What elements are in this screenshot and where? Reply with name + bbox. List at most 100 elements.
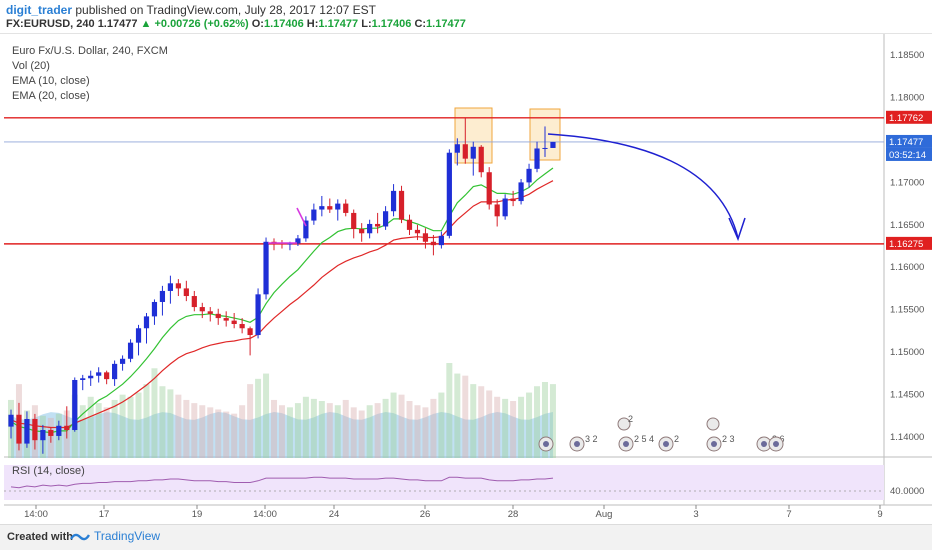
volume-bar bbox=[334, 405, 341, 458]
time-tick-label: 14:00 bbox=[24, 509, 48, 520]
publish-info: published on TradingView.com, July 28, 2… bbox=[72, 3, 376, 17]
created-with: Created with bbox=[7, 531, 74, 543]
volume-bar bbox=[382, 398, 389, 458]
volume-bar bbox=[541, 382, 548, 458]
volume-bar bbox=[398, 394, 405, 458]
candle-body bbox=[462, 144, 468, 159]
header-bar: digit_trader published on TradingView.co… bbox=[0, 0, 932, 34]
time-tick-label: 7 bbox=[786, 509, 791, 520]
volume-bar bbox=[103, 407, 110, 458]
volume-bar bbox=[127, 396, 134, 458]
tradingview-link[interactable]: TradingView bbox=[94, 529, 161, 543]
volume-bar bbox=[302, 396, 309, 458]
candle-body bbox=[119, 358, 126, 364]
open-value: 1.17406 bbox=[263, 18, 304, 30]
volume-bar bbox=[318, 401, 325, 458]
volume-bar bbox=[175, 394, 182, 458]
candle-body bbox=[48, 430, 54, 436]
candle-body bbox=[56, 425, 62, 436]
volume-bar bbox=[143, 384, 150, 458]
legend-vol: Vol (20) bbox=[12, 60, 50, 72]
price-tick-label: 1.16500 bbox=[890, 220, 924, 231]
event-icon-core bbox=[773, 441, 779, 447]
volume-bar bbox=[326, 403, 333, 458]
candle-body bbox=[96, 372, 102, 376]
volume-bar bbox=[255, 378, 262, 458]
volume-bar bbox=[294, 403, 301, 458]
volume-bar bbox=[502, 398, 509, 458]
volume-bar bbox=[366, 405, 373, 458]
time-tick-label: 28 bbox=[508, 509, 519, 520]
event-icon-core bbox=[574, 441, 580, 447]
time-tick-label: 17 bbox=[99, 509, 110, 520]
volume-bar bbox=[342, 399, 349, 458]
volume-bar bbox=[518, 396, 525, 458]
candle-body bbox=[287, 243, 293, 245]
volume-bar bbox=[95, 403, 102, 458]
support-tag: 1.16275 bbox=[889, 239, 923, 250]
candle-body bbox=[231, 320, 237, 325]
time-tick-label: 3 bbox=[693, 509, 698, 520]
volume-bar bbox=[549, 384, 556, 458]
candle-body bbox=[295, 238, 301, 244]
candle-body bbox=[446, 152, 452, 236]
candle-body bbox=[72, 379, 78, 431]
candle-body bbox=[550, 141, 556, 148]
candle-body bbox=[247, 328, 253, 336]
volume-bar bbox=[534, 386, 541, 458]
low-value: 1.17406 bbox=[371, 18, 412, 30]
volume-bar bbox=[374, 403, 381, 458]
ema20-line bbox=[10, 180, 554, 429]
event-icon-core bbox=[543, 441, 549, 447]
volume-bar bbox=[263, 373, 270, 458]
author-link[interactable]: digit_trader bbox=[6, 3, 73, 17]
volume-bar bbox=[183, 399, 190, 458]
candle-body bbox=[135, 328, 142, 343]
candle-body bbox=[24, 418, 30, 444]
candle-body bbox=[486, 172, 492, 205]
resistance-tag: 1.17762 bbox=[889, 113, 923, 124]
candle-body bbox=[16, 414, 22, 444]
candle-body bbox=[8, 414, 14, 427]
candle-body bbox=[359, 229, 365, 234]
candle-body bbox=[183, 288, 189, 297]
candle-body bbox=[526, 168, 532, 183]
candle-body bbox=[502, 198, 508, 217]
event-count: 3 2 bbox=[585, 434, 598, 444]
candle-body bbox=[64, 425, 70, 431]
footer-bar: Created with TradingView bbox=[0, 524, 932, 550]
change-value: +0.00726 (+0.62%) bbox=[154, 18, 249, 30]
price-tick-label: 1.17000 bbox=[890, 177, 924, 188]
candle-body bbox=[159, 290, 166, 302]
volume-bar bbox=[223, 411, 230, 458]
candle-body bbox=[80, 378, 86, 380]
price-chart[interactable]: 1.185001.180001.175001.170001.165001.160… bbox=[0, 0, 932, 524]
candle-body bbox=[175, 283, 181, 289]
candle-body bbox=[199, 307, 205, 312]
event-count: 2 bbox=[674, 434, 679, 444]
rsi-legend: RSI (14, close) bbox=[12, 465, 85, 477]
candle-body bbox=[494, 204, 500, 217]
candle-body bbox=[534, 148, 540, 169]
volume-bar bbox=[271, 399, 278, 458]
candle-body bbox=[167, 283, 173, 291]
legend-ema10: EMA (10, close) bbox=[12, 75, 90, 87]
resistance-tag-bg bbox=[886, 110, 932, 124]
price-tick-label: 1.15500 bbox=[890, 305, 924, 316]
candle-body bbox=[279, 243, 285, 245]
projection-arrow-head bbox=[728, 217, 746, 242]
volume-bar bbox=[414, 405, 421, 458]
candle-body bbox=[470, 146, 476, 159]
candle-body bbox=[335, 203, 341, 210]
candle-body bbox=[367, 223, 373, 234]
candle-body bbox=[382, 211, 389, 227]
time-tick-label: 26 bbox=[420, 509, 431, 520]
time-tick-label: 14:00 bbox=[253, 509, 277, 520]
volume-bar bbox=[310, 398, 317, 458]
candle-body bbox=[518, 182, 524, 202]
time-tick-label: 24 bbox=[329, 509, 340, 520]
flag-pole bbox=[296, 207, 307, 227]
volume-bar bbox=[510, 401, 517, 458]
candle-body bbox=[510, 198, 516, 202]
candle-body bbox=[454, 144, 460, 153]
